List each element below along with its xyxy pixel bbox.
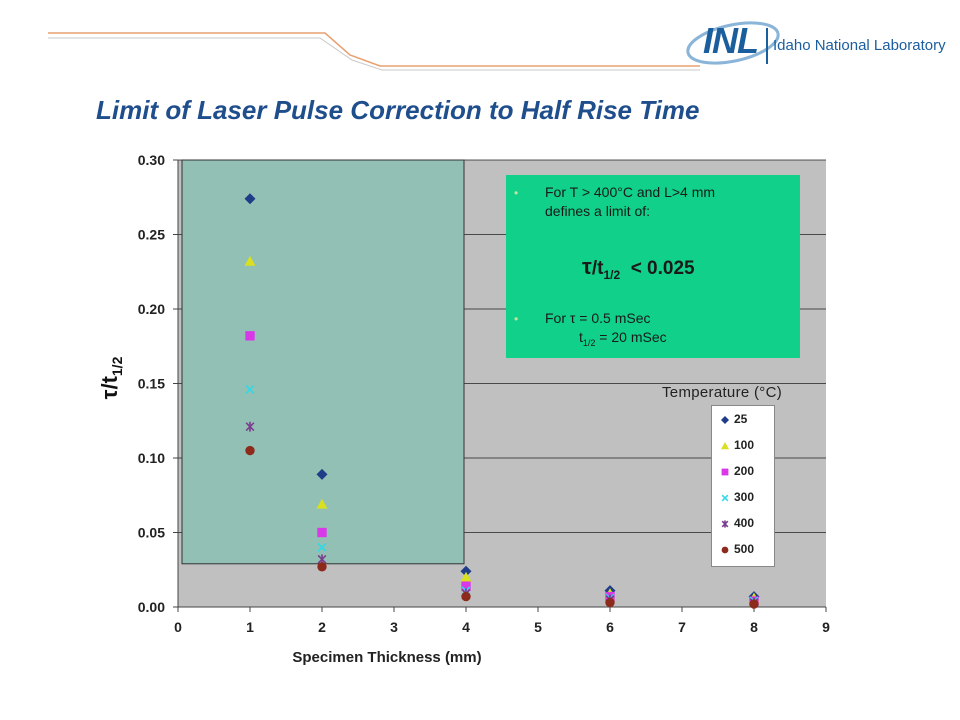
legend-marker-star-icon — [721, 520, 729, 528]
data-point-stroke — [245, 385, 255, 394]
formula-t: /t — [591, 258, 604, 279]
y-tick-label: 0.10 — [138, 450, 165, 466]
note-line-1: For T > 400°C and L>4 mm — [545, 184, 716, 200]
legend-marker — [721, 468, 729, 476]
note-formula: τ/t1/2 < 0.025 — [582, 254, 695, 282]
note-line-4-rhs: = 20 mSec — [595, 329, 667, 345]
legend-marker — [721, 416, 729, 424]
x-tick-label: 9 — [822, 619, 830, 635]
note-line-4: t1/2 = 20 mSec — [579, 329, 667, 348]
series-500 — [245, 445, 759, 609]
legend-marker-x-icon — [721, 494, 729, 502]
legend-label: 400 — [734, 516, 755, 530]
data-point — [317, 527, 327, 538]
x-tick-label: 3 — [390, 619, 398, 635]
x-tick-label: 1 — [246, 619, 254, 635]
legend-marker — [721, 494, 729, 502]
bullet-icon: • — [514, 186, 519, 200]
legend-label: 100 — [734, 438, 755, 452]
data-point — [749, 599, 759, 609]
legend-label: 200 — [734, 464, 755, 478]
data-point — [245, 385, 255, 394]
x-axis-title: Specimen Thickness (mm) — [292, 649, 481, 666]
data-point-stroke — [317, 542, 327, 552]
legend-label: 300 — [734, 490, 755, 504]
x-tick-label: 5 — [534, 619, 542, 635]
note-line-4-t: t — [579, 329, 583, 345]
data-point — [316, 468, 328, 480]
y-axis-title-sub: 1/2 — [109, 356, 125, 376]
legend-title: Temperature (°C) — [662, 384, 782, 401]
data-point — [461, 591, 471, 602]
legend-item-100: 100 — [712, 435, 776, 455]
legend-marker-square-icon — [721, 468, 729, 476]
legend-marker — [721, 442, 729, 450]
logo-inl-text: INL — [703, 20, 759, 61]
data-point — [244, 193, 256, 205]
legend-item-200: 200 — [712, 461, 776, 481]
header-decoration — [48, 32, 700, 71]
data-point — [461, 581, 471, 591]
formula-tau: τ — [582, 254, 592, 279]
legend-marker-stroke — [721, 494, 729, 502]
x-tick-label: 0 — [174, 619, 182, 635]
y-tick-label: 0.25 — [138, 227, 165, 243]
x-tick-label: 8 — [750, 619, 758, 635]
data-point — [460, 571, 472, 582]
data-point — [605, 597, 615, 608]
legend-label: 25 — [734, 412, 748, 426]
legend-marker-circle-icon — [721, 546, 729, 554]
data-point — [317, 562, 327, 572]
x-tick-label: 7 — [678, 619, 686, 635]
data-point — [460, 565, 472, 577]
note-line-2: defines a limit of: — [545, 203, 651, 219]
data-point — [245, 445, 255, 456]
data-point — [317, 542, 327, 552]
y-tick-label: 0.15 — [138, 376, 165, 392]
y-tick-label: 0.00 — [138, 599, 165, 615]
data-point — [316, 498, 328, 509]
legend-item-25: 25 — [712, 409, 776, 429]
legend-marker-diamond-icon — [721, 416, 729, 424]
legend-marker-triangle-icon — [721, 442, 729, 450]
y-tick-label: 0.20 — [138, 301, 165, 317]
legend-item-400: 400 — [712, 513, 776, 533]
note-line-4-sub: 1/2 — [582, 337, 596, 348]
legend-item-500: 500 — [712, 539, 776, 559]
logo-organization-name: Idaho National Laboratory — [773, 37, 946, 54]
legend: 25 100 200 300 400 500 — [711, 405, 775, 567]
bullet-icon: • — [514, 312, 519, 326]
formula-rhs: < 0.025 — [630, 258, 695, 279]
logo-swoosh-icon — [686, 21, 780, 65]
data-point — [245, 331, 255, 341]
data-point — [245, 421, 255, 432]
legend-item-300: 300 — [712, 487, 776, 507]
x-tick-label: 2 — [318, 619, 326, 635]
y-axis-title-main: τ/t — [97, 375, 122, 399]
y-tick-label: 0.05 — [138, 525, 165, 541]
y-axis-title: τ/t1/2 — [97, 356, 125, 399]
x-tick-label: 6 — [606, 619, 614, 635]
legend-marker — [721, 520, 729, 528]
formula-sub: 1/2 — [603, 267, 621, 282]
annotation-box: • For T > 400°C and L>4 mm defines a lim… — [506, 175, 800, 358]
legend-marker — [721, 546, 729, 554]
x-tick-label: 4 — [462, 619, 470, 635]
legend-label: 500 — [734, 542, 755, 556]
slide-title: Limit of Laser Pulse Correction to Half … — [96, 95, 700, 125]
data-point — [244, 255, 256, 266]
note-line-3: For τ = 0.5 mSec — [545, 310, 651, 326]
y-tick-label: 0.30 — [138, 152, 165, 168]
logo-separator — [766, 28, 768, 64]
